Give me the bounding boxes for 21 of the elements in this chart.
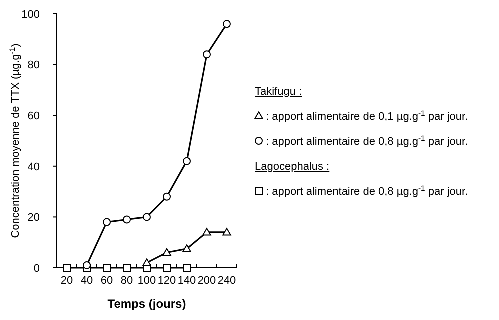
legend-label: : apport alimentaire de 0,8 µg.g$^{-1}$ par jour. (266, 134, 468, 148)
y-tick-label: 80 (28, 60, 40, 72)
text: Lagocephalus : (255, 161, 330, 173)
x-axis-title: Temps (jours) (108, 297, 186, 311)
y-tick-label: 40 (28, 161, 40, 174)
x-tick-label: 20 (60, 275, 74, 287)
x-tick-label: 100 (138, 275, 156, 287)
x-tick-label: 120 (158, 275, 176, 287)
x-tick-label: 40 (80, 275, 94, 287)
x-tick-label: 200 (198, 275, 216, 287)
x-tick-label: 60 (100, 275, 114, 287)
y-tick-label: 20 (28, 212, 40, 224)
y-tick-label: 0 (34, 262, 40, 275)
y-tick-label: 100 (22, 8, 40, 21)
x-tick-label: 80 (120, 275, 134, 287)
text: Takifugu : (255, 86, 302, 98)
legend-label: : apport alimentaire de 0,1 µg.g$^{-1}$ par jour. (266, 108, 468, 123)
y-tick-label: 60 (28, 110, 40, 122)
x-tick-label: 140 (178, 275, 196, 287)
x-tick-label: 240 (218, 275, 236, 287)
legend-label: : apport alimentaire de 0,8 µg.g$^{-1}$ par jour. (266, 184, 468, 198)
